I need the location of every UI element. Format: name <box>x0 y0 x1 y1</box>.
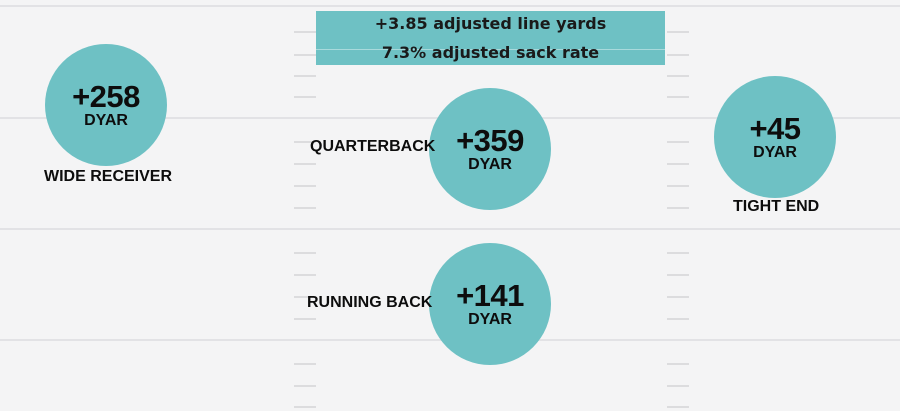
stats-divider <box>316 49 665 50</box>
hash-mark <box>667 318 689 320</box>
hash-mark <box>667 96 689 98</box>
yard-line <box>0 228 900 230</box>
hash-mark <box>294 54 316 56</box>
adjusted-line-yards: +3.85 adjusted line yards <box>374 14 607 33</box>
running-back-dyar-value: +141 <box>456 277 524 313</box>
hash-mark <box>667 296 689 298</box>
quarterback-dyar-value: +359 <box>456 122 524 158</box>
hash-mark <box>294 75 316 77</box>
tight-end-dyar-circle: +45 DYAR <box>714 76 836 198</box>
running-back-dyar-unit: DYAR <box>468 310 512 328</box>
wide-receiver-label: WIDE RECEIVER <box>44 168 173 185</box>
hash-mark <box>294 141 316 143</box>
hash-mark <box>667 363 689 365</box>
hash-mark <box>294 163 316 165</box>
running-back-dyar-circle: +141 DYAR <box>429 243 551 365</box>
adjusted-sack-rate: 7.3% adjusted sack rate <box>381 43 600 62</box>
wide-receiver-dyar-unit: DYAR <box>84 111 128 129</box>
hash-mark <box>667 406 689 408</box>
quarterback-dyar-unit: DYAR <box>468 155 512 173</box>
hash-mark <box>667 385 689 387</box>
hash-mark <box>667 185 689 187</box>
hash-mark <box>294 207 316 209</box>
tight-end-label: TIGHT END <box>733 198 820 215</box>
hash-mark <box>667 163 689 165</box>
hash-mark <box>294 385 316 387</box>
tight-end-dyar-value: +45 <box>749 110 801 146</box>
hash-mark <box>294 252 316 254</box>
hash-mark <box>294 185 316 187</box>
hash-mark <box>667 54 689 56</box>
hash-mark <box>667 31 689 33</box>
hash-mark <box>294 318 316 320</box>
tight-end-dyar-unit: DYAR <box>753 143 797 161</box>
quarterback-label: QUARTERBACK <box>310 138 436 155</box>
hash-mark <box>294 31 316 33</box>
wide-receiver-dyar-circle: +258 DYAR <box>45 44 167 166</box>
hash-mark <box>294 363 316 365</box>
wide-receiver-dyar-value: +258 <box>72 78 140 114</box>
hash-mark <box>667 75 689 77</box>
hash-mark <box>294 296 316 298</box>
hash-mark <box>667 207 689 209</box>
hash-mark <box>294 406 316 408</box>
hash-mark <box>294 96 316 98</box>
hash-mark <box>667 141 689 143</box>
hash-mark <box>294 274 316 276</box>
quarterback-dyar-circle: +359 DYAR <box>429 88 551 210</box>
hash-mark <box>667 252 689 254</box>
yard-line <box>0 5 900 7</box>
hash-mark <box>667 274 689 276</box>
offensive-line-stats-box: +3.85 adjusted line yards 7.3% adjusted … <box>316 11 665 65</box>
running-back-label: RUNNING BACK <box>307 294 433 311</box>
